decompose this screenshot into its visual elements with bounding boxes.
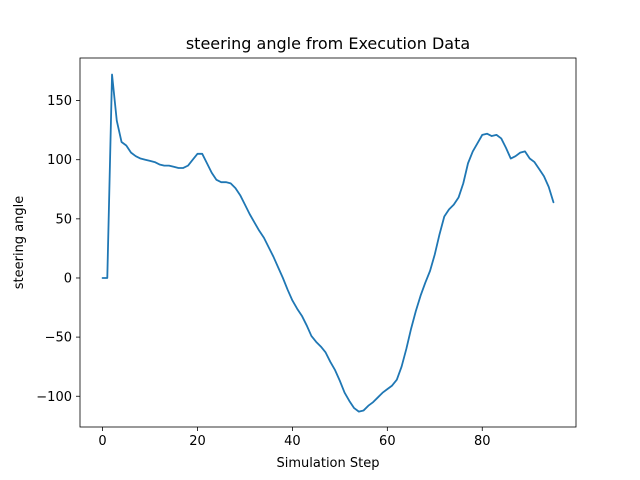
plot-area — [80, 58, 576, 427]
x-axis-ticks: 0 20 40 60 80 — [98, 427, 491, 449]
axes-frame — [79, 57, 577, 428]
y-axis-ticks: −100 −50 0 50 100 150 — [36, 94, 80, 405]
x-tick-label: 40 — [284, 434, 301, 449]
y-tick-label: 100 — [47, 153, 72, 168]
y-tick-label: −50 — [45, 331, 72, 346]
x-axis-label: Simulation Step — [277, 456, 380, 471]
series-layer — [101, 73, 555, 413]
x-tick-label: 20 — [189, 434, 206, 449]
y-tick-label: 50 — [55, 212, 72, 227]
y-tick-label: −100 — [36, 390, 72, 405]
series-line — [101, 73, 555, 413]
y-axis-label: steering angle — [12, 196, 27, 290]
chart-title: steering angle from Execution Data — [186, 34, 470, 53]
x-tick-label: 80 — [474, 434, 491, 449]
x-tick-label: 0 — [98, 434, 106, 449]
x-tick-label: 60 — [379, 434, 396, 449]
y-tick-label: 0 — [64, 271, 72, 286]
y-tick-label: 150 — [47, 94, 72, 109]
